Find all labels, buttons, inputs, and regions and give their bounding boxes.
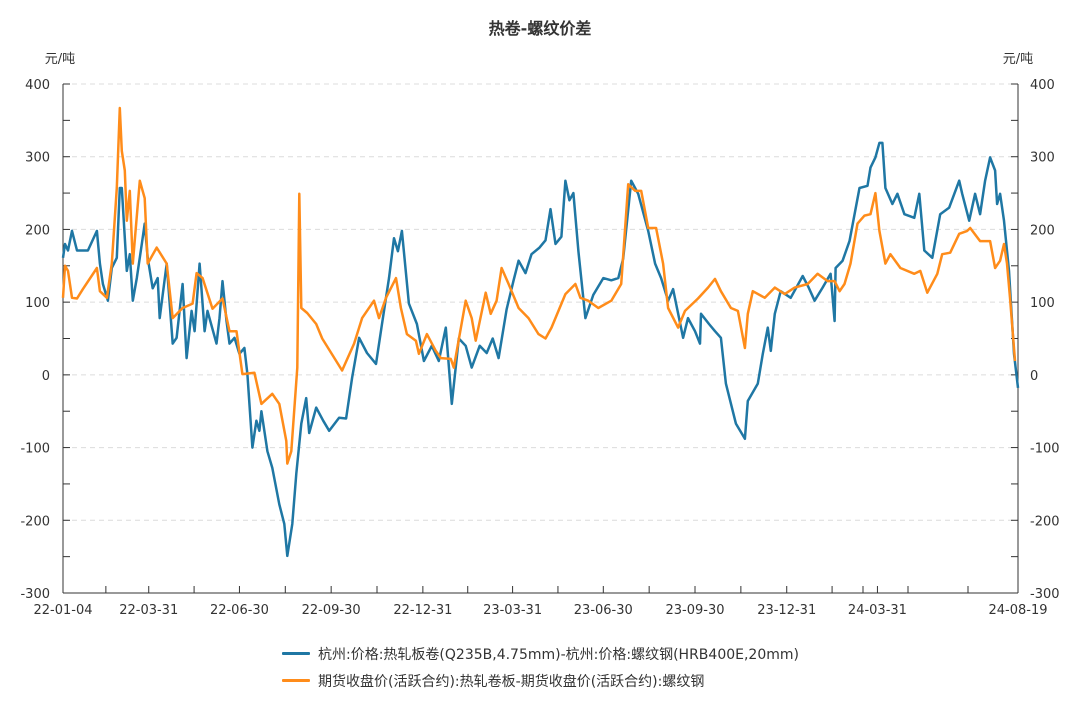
right-y-tick-label: 0 bbox=[1030, 369, 1038, 384]
left-y-tick-label: 300 bbox=[25, 151, 50, 166]
left-y-tick-label: 200 bbox=[25, 223, 50, 238]
right-y-tick-label: 100 bbox=[1030, 296, 1055, 311]
legend-item-futures[interactable]: 期货收盘价(活跃合约):热轧卷板-期货收盘价(活跃合约):螺纹钢 bbox=[282, 667, 799, 694]
right-y-tick-label: -300 bbox=[1030, 587, 1060, 602]
right-y-tick-label: 300 bbox=[1030, 151, 1055, 166]
left-y-tick-label: -100 bbox=[20, 442, 50, 457]
legend-swatch-orange bbox=[282, 679, 310, 682]
left-y-tick-label: 0 bbox=[42, 369, 50, 384]
x-tick-label: 22-03-31 bbox=[119, 603, 178, 618]
left-y-tick-label: 400 bbox=[25, 78, 50, 93]
x-tick-label: 22-12-31 bbox=[393, 603, 452, 618]
series-lines bbox=[61, 106, 1020, 558]
right-y-tick-label: 200 bbox=[1030, 223, 1055, 238]
x-tick-label: 22-06-30 bbox=[210, 603, 269, 618]
legend: 杭州:价格:热轧板卷(Q235B,4.75mm)-杭州:价格:螺纹钢(HRB40… bbox=[282, 640, 799, 694]
x-tick-label: 22-09-30 bbox=[302, 603, 361, 618]
gridlines bbox=[63, 83, 1018, 521]
x-tick-label: 23-06-30 bbox=[574, 603, 633, 618]
right-y-tick-label: 400 bbox=[1030, 78, 1055, 93]
legend-item-spot[interactable]: 杭州:价格:热轧板卷(Q235B,4.75mm)-杭州:价格:螺纹钢(HRB40… bbox=[282, 640, 799, 667]
left-axis-unit: 元/吨 bbox=[45, 52, 75, 67]
right-axis-unit: 元/吨 bbox=[1003, 52, 1033, 67]
left-y-tick-label: -200 bbox=[20, 514, 50, 529]
series-line-futures-spread bbox=[61, 106, 1017, 465]
chart-title: 热卷-螺纹价差 bbox=[489, 19, 592, 38]
legend-label: 期货收盘价(活跃合约):热轧卷板-期货收盘价(活跃合约):螺纹钢 bbox=[318, 673, 705, 690]
left-y-tick-label: 100 bbox=[25, 296, 50, 311]
x-tick-label: 24-03-31 bbox=[848, 603, 907, 618]
right-y-tick-label: -100 bbox=[1030, 442, 1060, 457]
legend-label: 杭州:价格:热轧板卷(Q235B,4.75mm)-杭州:价格:螺纹钢(HRB40… bbox=[318, 646, 799, 663]
series-line-hangzhou-spot-spread bbox=[61, 141, 1020, 558]
left-y-tick-label: -300 bbox=[20, 587, 50, 602]
legend-swatch-blue bbox=[282, 652, 310, 655]
x-tick-label: 24-08-19 bbox=[988, 603, 1047, 618]
x-tick-label: 23-12-31 bbox=[757, 603, 816, 618]
axes: 400 400 300 300 200 200 100 100 0 0 -100 -100 -200 -2… bbox=[20, 78, 1059, 618]
x-tick-label: 23-09-30 bbox=[666, 603, 725, 618]
right-y-tick-label: -200 bbox=[1030, 514, 1060, 529]
x-tick-label: 22-01-04 bbox=[33, 603, 92, 618]
x-tick-label: 23-03-31 bbox=[483, 603, 542, 618]
